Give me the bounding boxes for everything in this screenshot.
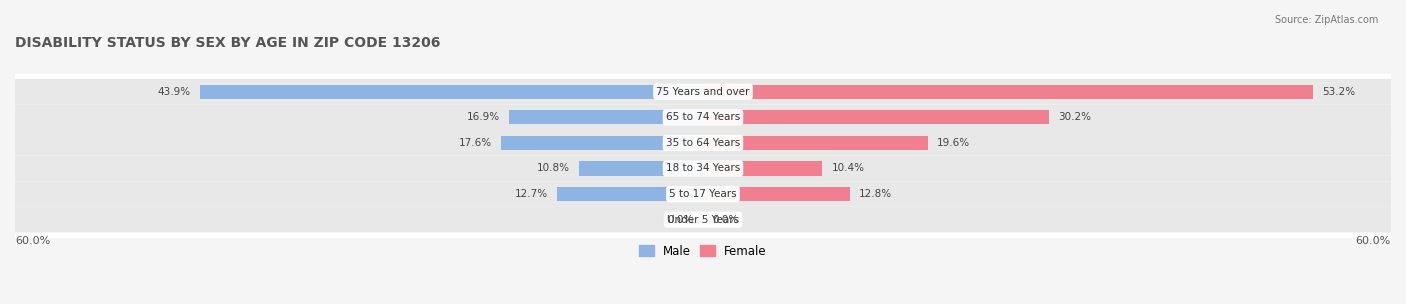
Text: 10.4%: 10.4% (831, 164, 865, 174)
Text: 75 Years and over: 75 Years and over (657, 87, 749, 97)
Bar (501, 136, 703, 150)
Text: 0.0%: 0.0% (668, 215, 693, 225)
Text: 60.0%: 60.0% (1355, 237, 1391, 247)
Bar (579, 161, 703, 175)
Text: 16.9%: 16.9% (467, 112, 501, 122)
FancyBboxPatch shape (15, 181, 1391, 207)
Bar (703, 161, 823, 175)
Text: Source: ZipAtlas.com: Source: ZipAtlas.com (1274, 15, 1378, 25)
FancyBboxPatch shape (15, 156, 1391, 181)
Bar (703, 187, 849, 201)
Text: 0.0%: 0.0% (713, 215, 738, 225)
Bar (200, 85, 703, 99)
Bar (557, 187, 703, 201)
Text: 17.6%: 17.6% (458, 138, 492, 148)
Bar (509, 110, 703, 124)
FancyBboxPatch shape (15, 79, 1391, 105)
FancyBboxPatch shape (15, 105, 1391, 130)
Bar (703, 136, 928, 150)
Text: 12.7%: 12.7% (515, 189, 548, 199)
Text: 19.6%: 19.6% (936, 138, 970, 148)
Text: 18 to 34 Years: 18 to 34 Years (666, 164, 740, 174)
Text: 60.0%: 60.0% (15, 237, 51, 247)
Text: 53.2%: 53.2% (1322, 87, 1355, 97)
Text: 30.2%: 30.2% (1059, 112, 1091, 122)
FancyBboxPatch shape (15, 130, 1391, 156)
Legend: Male, Female: Male, Female (636, 241, 770, 261)
Text: 5 to 17 Years: 5 to 17 Years (669, 189, 737, 199)
Text: DISABILITY STATUS BY SEX BY AGE IN ZIP CODE 13206: DISABILITY STATUS BY SEX BY AGE IN ZIP C… (15, 36, 440, 50)
Bar (703, 110, 1049, 124)
FancyBboxPatch shape (15, 207, 1391, 233)
Bar (703, 85, 1313, 99)
Text: 35 to 64 Years: 35 to 64 Years (666, 138, 740, 148)
Text: 65 to 74 Years: 65 to 74 Years (666, 112, 740, 122)
Text: 43.9%: 43.9% (157, 87, 190, 97)
Text: 12.8%: 12.8% (859, 189, 891, 199)
Text: 10.8%: 10.8% (537, 164, 569, 174)
Text: Under 5 Years: Under 5 Years (666, 215, 740, 225)
